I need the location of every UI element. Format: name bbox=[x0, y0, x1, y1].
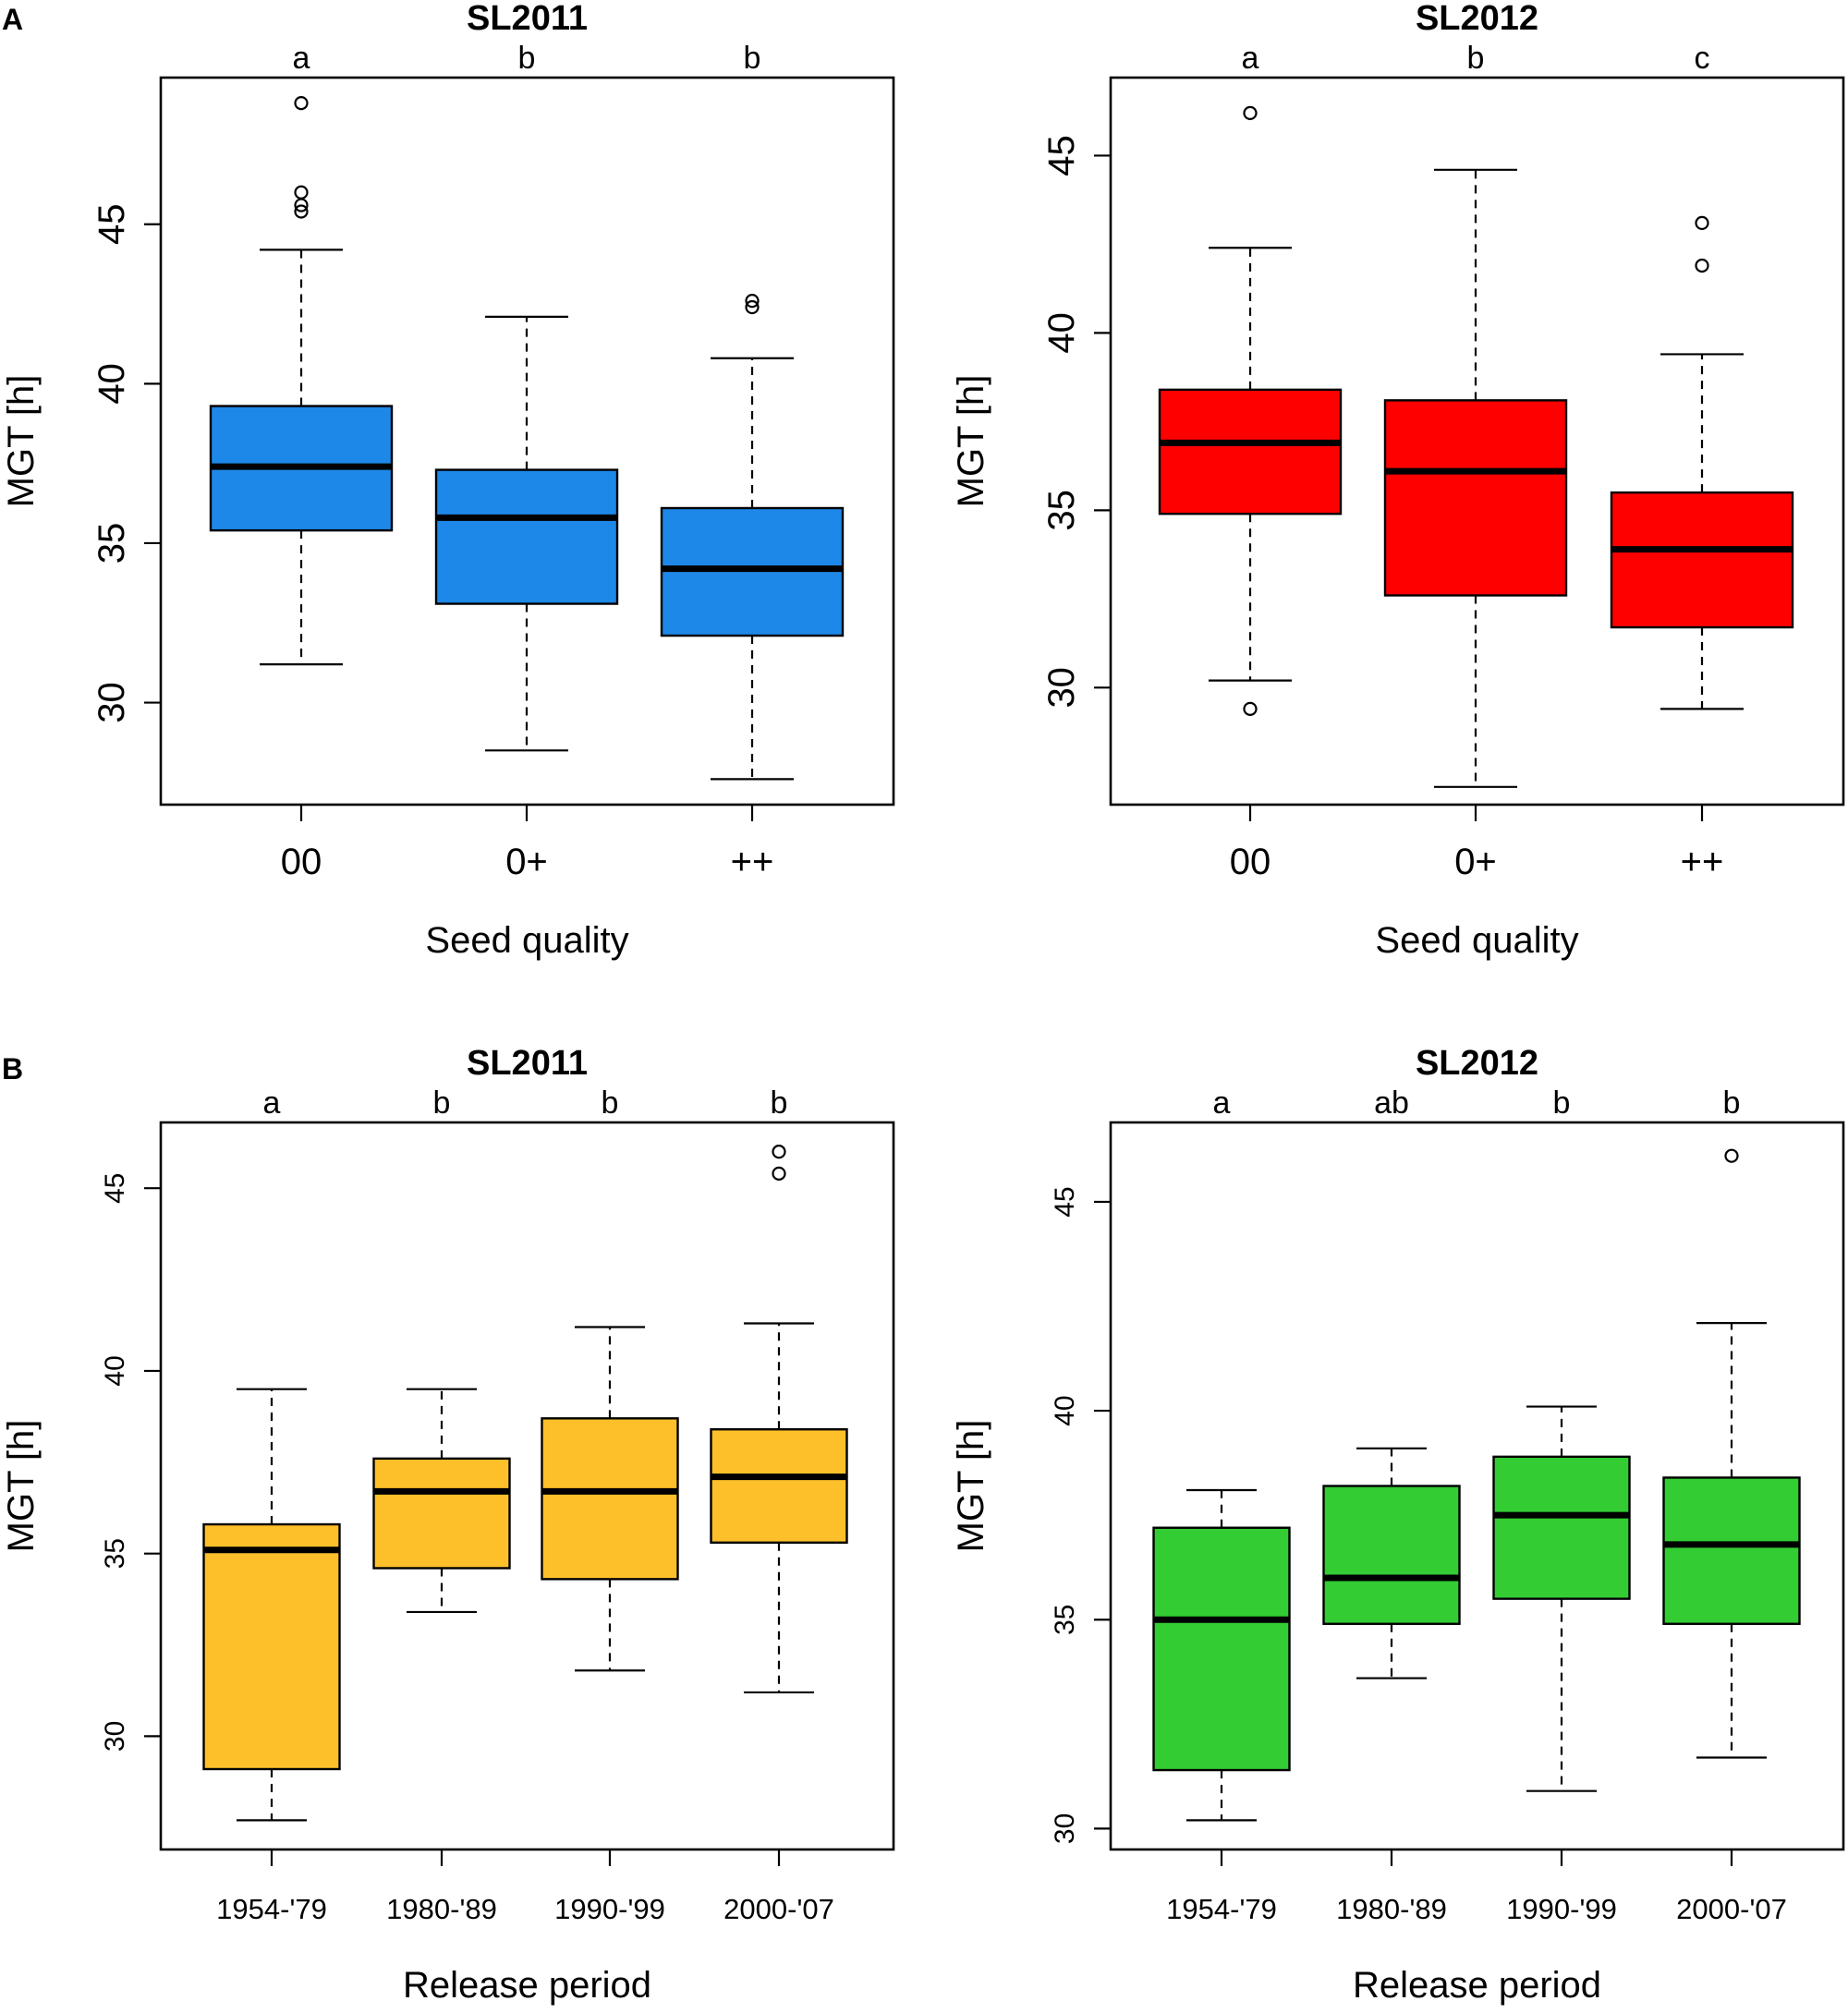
y-tick-label: 45 bbox=[1041, 135, 1082, 176]
y-axis-label: MGT [h] bbox=[951, 1420, 991, 1553]
iqr-box bbox=[1383, 399, 1568, 597]
significance-letter: a bbox=[1242, 41, 1259, 76]
iqr-box bbox=[1322, 1485, 1461, 1625]
significance-letter: a bbox=[1213, 1085, 1231, 1121]
significance-letter: b bbox=[518, 41, 536, 76]
x-tick-label: 1954-'79 bbox=[216, 1893, 327, 1925]
chart-3: SL2011 30 35 40 45 MGT [h] Release period 1954-… bbox=[1, 1044, 895, 2006]
outlier-point bbox=[1243, 105, 1258, 120]
x-tick-label: 1990-'99 bbox=[554, 1893, 665, 1925]
y-tick-label: 45 bbox=[100, 1172, 130, 1203]
chart-title: SL2011 bbox=[467, 0, 588, 38]
y-tick-label: 30 bbox=[100, 1721, 130, 1752]
iqr-box bbox=[434, 468, 619, 605]
y-tick-label: 30 bbox=[1041, 667, 1082, 709]
chart-1: SL2011 30 35 40 45 MGT [h] Seed quality 00 a 0+ b +… bbox=[1, 0, 895, 961]
iqr-box bbox=[1158, 388, 1343, 515]
outlier-point bbox=[1724, 1148, 1739, 1163]
y-axis-label: MGT [h] bbox=[1, 375, 42, 508]
iqr-box bbox=[1152, 1526, 1291, 1772]
y-tick-label: 30 bbox=[1050, 1813, 1080, 1844]
outlier-point bbox=[294, 185, 309, 200]
x-tick-label: 1980-'89 bbox=[386, 1893, 497, 1925]
outlier-point bbox=[772, 1166, 786, 1181]
x-tick-label: 00 bbox=[1230, 842, 1271, 882]
outlier-point bbox=[294, 96, 309, 111]
x-tick-label: ++ bbox=[1681, 842, 1724, 882]
x-tick-label: ++ bbox=[731, 842, 774, 882]
significance-letter: b bbox=[744, 41, 761, 76]
iqr-box bbox=[541, 1417, 679, 1581]
significance-letter: b bbox=[1553, 1085, 1571, 1121]
significance-letter: b bbox=[1467, 41, 1485, 76]
panel-label-a: A bbox=[2, 3, 23, 36]
iqr-box bbox=[372, 1457, 511, 1570]
significance-letter: b bbox=[602, 1085, 619, 1121]
plot-frame bbox=[159, 1121, 895, 1851]
significance-letter: ab bbox=[1374, 1085, 1409, 1121]
x-tick-label: 0+ bbox=[505, 842, 548, 882]
outlier-point bbox=[294, 204, 309, 219]
y-tick-label: 35 bbox=[1050, 1605, 1080, 1635]
chart-title: SL2012 bbox=[1416, 0, 1538, 38]
x-tick-label: 1990-'99 bbox=[1506, 1893, 1617, 1925]
significance-letter: b bbox=[771, 1085, 788, 1121]
y-axis-label: MGT [h] bbox=[1, 1420, 42, 1553]
x-axis-label: Seed quality bbox=[1375, 920, 1578, 961]
y-tick-label: 40 bbox=[100, 1355, 130, 1386]
y-tick-label: 35 bbox=[91, 523, 132, 564]
significance-letter: a bbox=[263, 1085, 281, 1121]
x-tick-label: 2000-'07 bbox=[1676, 1893, 1787, 1925]
x-axis-label: Release period bbox=[403, 1965, 651, 2006]
y-tick-label: 40 bbox=[1050, 1395, 1080, 1425]
significance-letter: a bbox=[293, 41, 310, 76]
x-axis-label: Release period bbox=[1353, 1965, 1601, 2006]
significance-letter: b bbox=[1723, 1085, 1741, 1121]
outlier-point bbox=[745, 299, 760, 315]
outlier-point bbox=[745, 294, 760, 309]
iqr-box bbox=[710, 1428, 848, 1544]
x-tick-label: 1980-'89 bbox=[1336, 1893, 1447, 1925]
iqr-box bbox=[1610, 491, 1794, 629]
x-tick-label: 0+ bbox=[1454, 842, 1497, 882]
plot-frame bbox=[1109, 1121, 1845, 1851]
y-tick-label: 45 bbox=[91, 204, 132, 246]
y-tick-label: 35 bbox=[1041, 490, 1082, 531]
outlier-point bbox=[1243, 701, 1258, 716]
iqr-box bbox=[202, 1522, 341, 1771]
iqr-box bbox=[1662, 1476, 1801, 1625]
outlier-point bbox=[1695, 215, 1709, 230]
outlier-point bbox=[1695, 258, 1709, 273]
chart-2: SL2012 30 35 40 45 MGT [h] Seed quality 00 a 0+ b +… bbox=[951, 0, 1845, 961]
outlier-point bbox=[772, 1145, 786, 1159]
y-tick-label: 45 bbox=[1050, 1186, 1080, 1217]
iqr-box bbox=[1492, 1455, 1631, 1600]
y-tick-label: 40 bbox=[91, 363, 132, 405]
significance-letter: b bbox=[433, 1085, 451, 1121]
chart-4: SL2012 30 35 40 45 MGT [h] Release period 1954-… bbox=[951, 1044, 1845, 2006]
chart-title: SL2011 bbox=[467, 1044, 588, 1083]
x-tick-label: 1954-'79 bbox=[1166, 1893, 1277, 1925]
y-axis-label: MGT [h] bbox=[951, 375, 991, 508]
panel-label-b: B bbox=[2, 1052, 23, 1085]
y-tick-label: 30 bbox=[91, 682, 132, 723]
y-tick-label: 40 bbox=[1041, 312, 1082, 354]
x-tick-label: 00 bbox=[281, 842, 322, 882]
significance-letter: c bbox=[1695, 41, 1710, 76]
y-tick-label: 35 bbox=[100, 1538, 130, 1569]
x-axis-label: Seed quality bbox=[425, 920, 628, 961]
chart-title: SL2012 bbox=[1416, 1044, 1538, 1083]
x-tick-label: 2000-'07 bbox=[723, 1893, 834, 1925]
plot-frame bbox=[1109, 76, 1845, 806]
